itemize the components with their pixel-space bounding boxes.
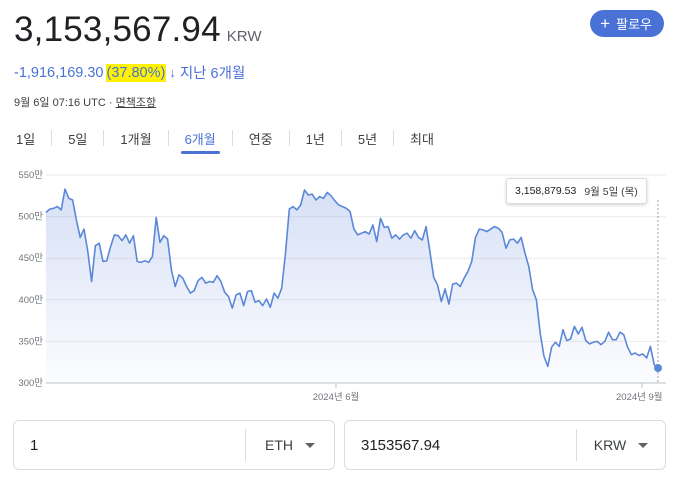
change-absolute: -1,916,169.30	[14, 64, 104, 81]
x-tick-label: 2024년 9월	[616, 391, 663, 403]
tab-separator	[51, 130, 53, 146]
range-tab[interactable]: 연중	[248, 131, 273, 147]
range-tab[interactable]: 최대	[410, 131, 434, 147]
price-chart[interactable]: 550만 500만 450만 400만 350만 300만 2024년 6월 2024년 9…	[0, 160, 676, 410]
from-currency-select[interactable]: ETH	[246, 437, 334, 453]
follow-label: 팔로우	[616, 17, 652, 32]
range-tabs: 1일 5일 1개월 6개월 연중 1년 5년 최대	[0, 124, 450, 154]
converter-divider	[245, 429, 246, 461]
to-amount-input[interactable]: 3153567.94	[361, 436, 441, 454]
converter-divider	[576, 429, 577, 461]
converter-to: 3153567.94 KRW	[344, 420, 666, 470]
tab-separator	[231, 130, 233, 146]
from-currency-label: ETH	[265, 437, 293, 453]
range-tab[interactable]: 1년	[305, 131, 325, 147]
tab-separator	[340, 130, 342, 146]
y-tick-label: 450만	[18, 253, 43, 264]
tooltip-value: 3,158,879.53	[515, 185, 577, 197]
chart-tooltip: 3,158,879.53 9월 5일 (목)	[506, 178, 647, 204]
caret-down-icon	[305, 442, 315, 448]
tab-separator	[288, 130, 290, 146]
price-line	[45, 188, 659, 369]
converter-from: 1 ETH	[13, 420, 335, 470]
price-change: -1,916,169.30 (37.80%) ↓ 지난 6개월	[14, 62, 245, 83]
to-currency-label: KRW	[593, 437, 627, 453]
change-period: 지난 6개월	[179, 66, 246, 82]
range-tab[interactable]: 5일	[68, 131, 88, 147]
range-tab[interactable]: 6개월	[169, 126, 232, 154]
x-tick-label: 2024년 6월	[313, 391, 360, 403]
timestamp-row: 9월 6일 07:16 UTC · 면책조항	[14, 94, 156, 110]
tab-separator	[393, 130, 395, 146]
price-chart-svg: 550만 500만 450만 400만 350만 300만 2024년 6월 2024년 9…	[18, 170, 666, 403]
range-tab[interactable]: 1일	[16, 131, 36, 147]
y-tick-label: 400만	[18, 295, 43, 306]
tab-separator	[167, 130, 169, 146]
timestamp: 9월 6일 07:16 UTC	[14, 97, 106, 109]
change-percent: (37.80%)	[105, 63, 167, 82]
disclaimer-link[interactable]: 면책조항	[115, 97, 157, 109]
plus-icon: +	[600, 14, 611, 33]
caret-down-icon	[638, 442, 649, 448]
arrow-down-icon: ↓	[169, 65, 176, 80]
range-tab[interactable]: 1개월	[120, 131, 152, 147]
meta-separator: ·	[108, 97, 113, 109]
y-tick-label: 300만	[18, 378, 43, 389]
price-area	[46, 189, 658, 383]
current-price: 3,153,567.94	[14, 10, 221, 49]
tab-separator	[103, 130, 105, 146]
last-point	[654, 364, 662, 373]
price-currency: KRW	[226, 28, 262, 45]
to-currency-select[interactable]: KRW	[577, 437, 665, 453]
y-tick-label: 350만	[18, 336, 43, 347]
tooltip-date: 9월 5일 (목)	[584, 185, 638, 198]
y-tick-label: 500만	[18, 212, 43, 223]
price-header: 3,153,567.94 KRW	[14, 10, 262, 50]
range-tab[interactable]: 5년	[357, 131, 378, 147]
from-amount-input[interactable]: 1	[30, 436, 39, 454]
y-tick-label: 550만	[18, 170, 43, 181]
follow-button[interactable]: + 팔로우	[590, 10, 664, 37]
